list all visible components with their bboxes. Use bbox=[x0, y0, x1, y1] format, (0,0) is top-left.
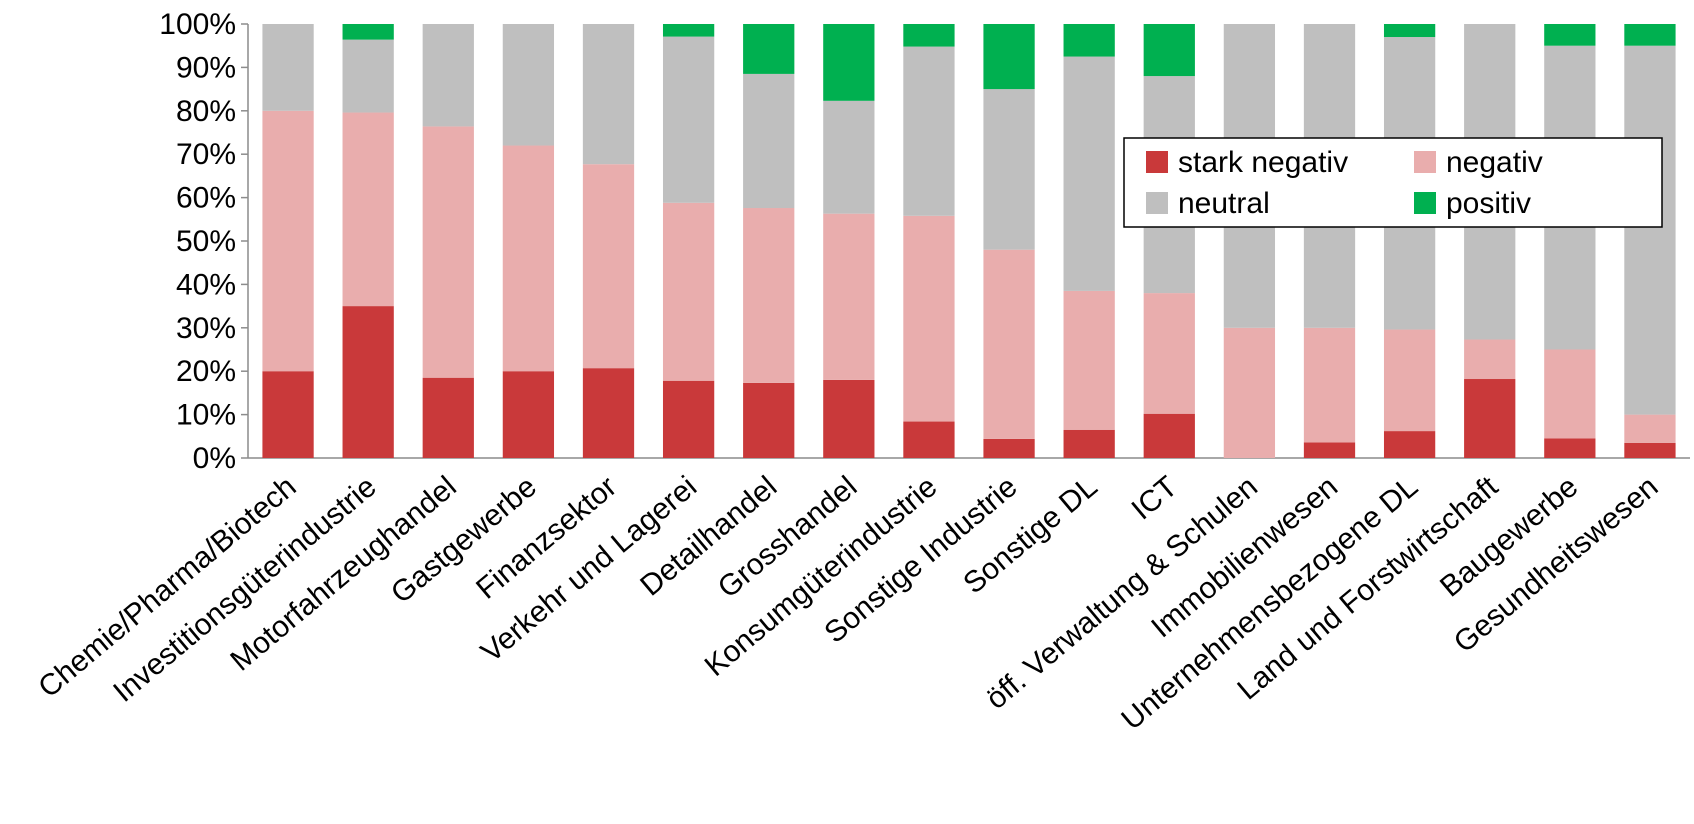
bar-segment-positiv bbox=[903, 24, 955, 47]
bar-segment-neutral bbox=[743, 73, 795, 209]
bar-segment-negativ bbox=[502, 145, 555, 372]
bar-segment-stark-negativ bbox=[1464, 379, 1516, 458]
bar-segment-negativ bbox=[582, 164, 635, 369]
bar-segment-negativ bbox=[743, 208, 795, 383]
bar-segment-negativ bbox=[1544, 349, 1596, 439]
y-tick-label: 20% bbox=[176, 355, 236, 388]
bar-segment-stark-negativ bbox=[1143, 413, 1195, 458]
bar-segment-neutral bbox=[823, 100, 875, 214]
bar-segment-stark-negativ bbox=[1544, 438, 1596, 458]
bar-segment-negativ bbox=[1143, 293, 1195, 414]
bar-segment-negativ bbox=[1383, 329, 1436, 432]
y-tick-label: 100% bbox=[159, 8, 236, 41]
y-tick-label: 10% bbox=[176, 399, 236, 432]
bar-segment-neutral bbox=[342, 39, 394, 113]
bar-segment-neutral bbox=[262, 24, 314, 111]
bar-segment-positiv bbox=[1624, 24, 1676, 46]
bar-segment-negativ bbox=[422, 126, 474, 378]
bar-segment-negativ bbox=[662, 202, 715, 381]
bar-segment-stark-negativ bbox=[983, 438, 1035, 458]
bar-segment-positiv bbox=[342, 24, 394, 40]
y-tick-label: 50% bbox=[176, 225, 236, 258]
bar-segment-stark-negativ bbox=[903, 421, 955, 458]
bar-segment-negativ bbox=[342, 112, 394, 307]
y-tick-label: 70% bbox=[176, 138, 236, 171]
y-tick-label: 80% bbox=[176, 95, 236, 128]
bar-segment-negativ bbox=[1464, 339, 1516, 380]
legend-box bbox=[1123, 137, 1663, 228]
bars bbox=[262, 24, 1676, 458]
bar-segment-neutral bbox=[1624, 45, 1676, 415]
bar-segment-negativ bbox=[983, 249, 1035, 439]
bar-segment-negativ bbox=[1303, 327, 1356, 443]
bar-segment-stark-negativ bbox=[1303, 442, 1356, 458]
bar-segment-stark-negativ bbox=[262, 371, 314, 458]
bar-segment-positiv bbox=[662, 24, 715, 37]
legend-label: stark negativ bbox=[1178, 146, 1348, 179]
legend-label: positiv bbox=[1446, 187, 1531, 220]
bar-segment-stark-negativ bbox=[743, 382, 795, 458]
legend: stark negativ negativ neutral positiv bbox=[1123, 137, 1663, 228]
y-tick-label: 90% bbox=[176, 51, 236, 84]
legend-swatch bbox=[1414, 151, 1436, 173]
y-tick-label: 30% bbox=[176, 312, 236, 345]
legend-label: negativ bbox=[1446, 146, 1543, 179]
bar-segment-neutral bbox=[422, 24, 474, 127]
bar-segment-positiv bbox=[1544, 24, 1596, 46]
bar-segment-stark-negativ bbox=[502, 371, 555, 458]
bar-segment-neutral bbox=[662, 36, 715, 203]
bar-segment-stark-negativ bbox=[422, 377, 474, 458]
bar-segment-stark-negativ bbox=[342, 306, 394, 458]
bar-segment-negativ bbox=[1063, 290, 1115, 430]
legend-swatch bbox=[1146, 192, 1168, 214]
bar-segment-neutral bbox=[1063, 56, 1115, 291]
bar-segment-positiv bbox=[983, 24, 1035, 90]
legend-label: neutral bbox=[1178, 187, 1270, 220]
y-axis: 0% 10% 20% 30% 40% 50% 60% 70% 80% 90% 100% bbox=[159, 8, 1690, 475]
bar-segment-positiv bbox=[1383, 24, 1436, 38]
bar-segment-stark-negativ bbox=[1383, 431, 1436, 458]
bar-segment-negativ bbox=[1624, 414, 1676, 443]
y-tick-label: 0% bbox=[193, 442, 236, 475]
bar-segment-negativ bbox=[262, 110, 314, 372]
bar-segment-positiv bbox=[823, 24, 875, 101]
bar-segment-positiv bbox=[1063, 24, 1115, 57]
bar-segment-negativ bbox=[1223, 327, 1276, 458]
bar-segment-negativ bbox=[823, 213, 875, 380]
bar-segment-stark-negativ bbox=[1624, 442, 1676, 458]
y-tick-label: 40% bbox=[176, 268, 236, 301]
x-category-label: ICT bbox=[1126, 470, 1184, 526]
bar-segment-neutral bbox=[582, 24, 635, 165]
x-axis-labels: Chemie/Pharma/BiotechInvestitionsgüterin… bbox=[32, 470, 1664, 737]
y-tick-label: 60% bbox=[176, 182, 236, 215]
bar-segment-neutral bbox=[983, 89, 1035, 250]
bar-segment-positiv bbox=[743, 24, 795, 74]
legend-swatch bbox=[1414, 192, 1436, 214]
bar-segment-neutral bbox=[903, 46, 955, 216]
x-category-label: Detailhandel bbox=[634, 470, 783, 602]
bar-segment-stark-negativ bbox=[582, 368, 635, 458]
legend-swatch bbox=[1146, 151, 1168, 173]
bar-segment-stark-negativ bbox=[1063, 429, 1115, 458]
bar-segment-stark-negativ bbox=[662, 380, 715, 458]
bar-segment-stark-negativ bbox=[823, 379, 875, 458]
bar-segment-neutral bbox=[502, 24, 555, 146]
bar-segment-positiv bbox=[1143, 24, 1195, 77]
bar-segment-negativ bbox=[903, 215, 955, 422]
